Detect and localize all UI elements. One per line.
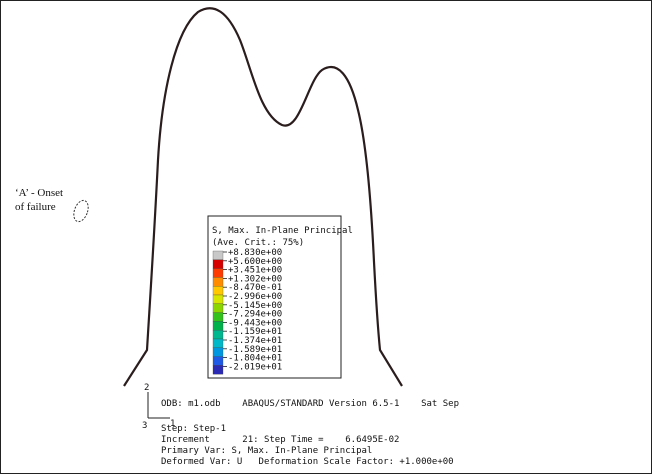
axis-triad: 2 3 1 (142, 383, 175, 431)
legend-swatch (212, 250, 224, 260)
annotation-line-1: ‘A’ - Onset (15, 187, 63, 199)
triad-label-3: 3 (142, 421, 147, 431)
legend-swatch (212, 330, 224, 340)
legend-swatch (212, 321, 224, 331)
legend-level-label: -5.145e+00 (228, 301, 282, 311)
legend-level-label: +1.302e+00 (228, 274, 282, 284)
legend-swatch (212, 356, 224, 366)
legend-swatch (212, 347, 224, 357)
legend-title-line-1: S, Max. In-Plane Principal (212, 226, 353, 236)
legend-title-line-2: (Ave. Crit.: 75%) (212, 238, 304, 248)
legend-box (207, 215, 342, 379)
legend-level-label: -8.470e-01 (228, 283, 282, 293)
legend-level-label: -1.159e+01 (228, 327, 282, 337)
info-odb-line: ODB: m1.odb ABAQUS/STANDARD Version 6.5-… (161, 399, 459, 409)
legend-swatch (212, 286, 224, 296)
legend-level-label: -9.443e+00 (228, 318, 282, 328)
legend-level-label: -1.374e+01 (228, 336, 282, 346)
annotation-line-2: of failure (15, 201, 56, 213)
legend-swatch (212, 294, 224, 304)
legend-swatch (212, 277, 224, 287)
triad-label-2: 2 (144, 383, 149, 393)
legend-level-label: -1.589e+01 (228, 345, 282, 355)
legend-level-label: +3.451e+00 (228, 266, 282, 276)
info-step-line: Step: Step-1 (161, 424, 226, 434)
legend-level-label: -1.804e+01 (228, 354, 282, 364)
legend-level-label: -2.019e+01 (228, 362, 282, 372)
legend-swatch (212, 312, 224, 322)
legend-swatch (212, 303, 224, 313)
legend-swatch (212, 268, 224, 278)
legend-level-label: -2.996e+00 (228, 292, 282, 302)
deformed-shape-outline (123, 7, 403, 387)
info-primary-var-line: Primary Var: S, Max. In-Plane Principal (161, 446, 372, 456)
failure-marker-ellipse (73, 199, 89, 223)
legend-level-label: +5.600e+00 (228, 257, 282, 267)
triad-label-1: 1 (170, 419, 175, 429)
legend-level-label: -7.294e+00 (228, 310, 282, 320)
legend-swatch (212, 259, 224, 269)
info-deformed-var-line: Deformed Var: U Deformation Scale Factor… (161, 457, 454, 467)
legend-swatch (212, 338, 224, 348)
info-increment-line: Increment 21: Step Time = 6.6495E-02 (161, 435, 399, 445)
legend-color-scale: +8.830e+00+5.600e+00+3.451e+00+1.302e+00… (212, 248, 282, 375)
legend-swatch (212, 365, 224, 375)
legend-level-label: +8.830e+00 (228, 248, 282, 258)
